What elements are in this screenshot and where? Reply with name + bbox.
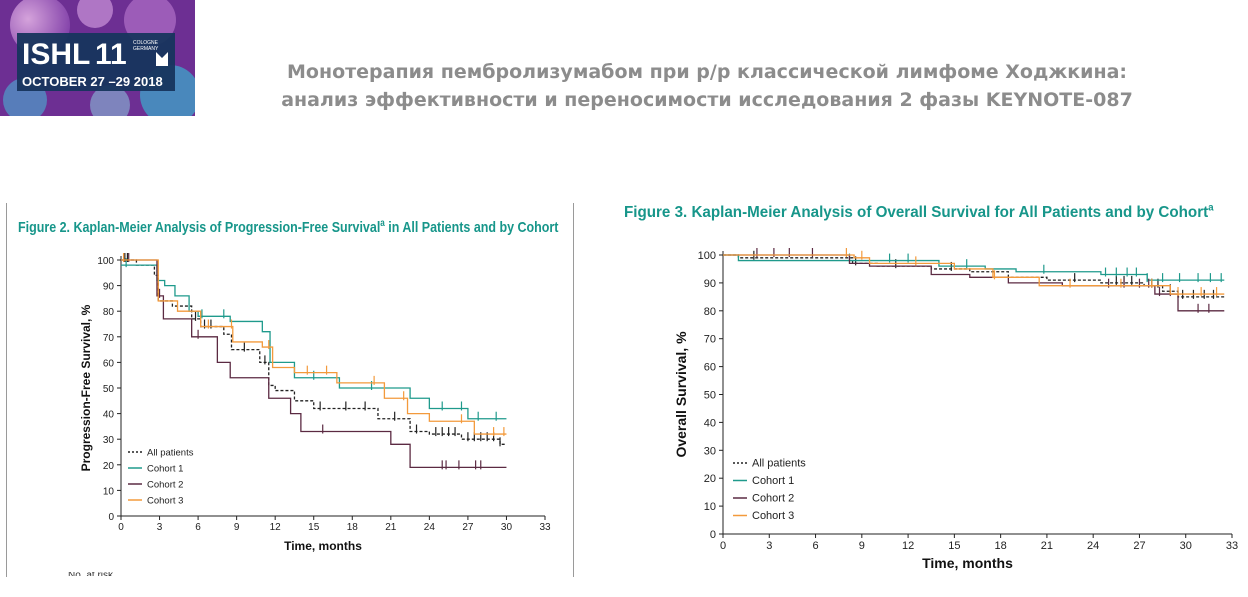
x-tick-label: 21	[385, 522, 397, 533]
x-tick-label: 27	[462, 522, 474, 533]
x-tick-label: 15	[948, 540, 960, 552]
legend-label: All patients	[752, 458, 806, 470]
x-tick-label: 27	[1133, 540, 1145, 552]
x-tick-label: 6	[195, 522, 201, 533]
logo-location-line2: GERMANY	[133, 46, 159, 52]
figure3-chart: 0 10 20 30 40 50 60 70 80 90 100 0 3 6 9 12 15 18 21 24 27 30…	[673, 248, 1238, 571]
x-tick-label: 9	[234, 522, 240, 533]
figure2-frame-left	[6, 203, 7, 577]
logo-ishl-text: ISHL	[22, 38, 90, 71]
x-tick-label: 12	[902, 540, 914, 552]
y-tick-label: 100	[698, 250, 716, 262]
series-line	[121, 259, 507, 445]
x-tick-label: 30	[501, 522, 513, 533]
legend-label: Cohort 1	[752, 475, 794, 487]
legend-label: Cohort 3	[147, 496, 183, 507]
x-tick-label: 15	[308, 522, 320, 533]
y-tick-label: 20	[704, 473, 716, 485]
x-tick-label: 0	[720, 540, 726, 552]
y-tick-label: 60	[103, 358, 115, 369]
x-tick-label: 33	[1226, 540, 1238, 552]
y-tick-label: 90	[103, 282, 115, 293]
x-tick-label: 18	[347, 522, 359, 533]
legend-label: All patients	[147, 448, 194, 459]
x-tick-label: 0	[118, 522, 124, 533]
cathedral-icon	[156, 52, 168, 66]
x-tick-label: 21	[1041, 540, 1053, 552]
logo-dates: OCTOBER 27 –29 2018	[22, 74, 163, 89]
logo-location-line1: COLOGNE	[133, 40, 159, 46]
y-tick-label: 100	[97, 256, 114, 267]
ishl-logo: ISHL 11 COLOGNE GERMANY OCTOBER 27 –29 2…	[0, 0, 195, 116]
x-tick-label: 3	[766, 540, 772, 552]
series-line	[723, 254, 1225, 298]
y-tick-label: 90	[704, 278, 716, 290]
y-tick-label: 80	[704, 306, 716, 318]
x-tick-label: 33	[539, 522, 551, 533]
x-axis-label: Time, months	[284, 539, 362, 553]
series-line	[121, 264, 507, 420]
y-axis-label: Progression-Free Survival, %	[79, 304, 93, 471]
x-tick-label: 24	[1087, 540, 1099, 552]
figure3-title: Figure 3. Kaplan-Meier Analysis of Overa…	[624, 202, 1214, 221]
x-axis-label: Time, months	[922, 555, 1013, 571]
x-tick-label: 12	[270, 522, 282, 533]
y-tick-label: 70	[704, 334, 716, 346]
y-tick-label: 40	[704, 417, 716, 429]
y-tick-label: 50	[103, 384, 115, 395]
figure2-frame-right	[573, 203, 574, 577]
series-line	[121, 259, 507, 469]
y-tick-label: 10	[103, 486, 115, 497]
legend-label: Cohort 2	[752, 493, 794, 505]
y-tick-label: 30	[704, 445, 716, 457]
x-tick-label: 18	[995, 540, 1007, 552]
x-tick-label: 9	[859, 540, 865, 552]
series-line	[723, 254, 1225, 281]
slide-title-line2: анализ эффективности и переносимости исс…	[281, 89, 1133, 111]
y-tick-label: 40	[103, 410, 115, 421]
legend-label: Cohort 2	[147, 480, 183, 491]
slide-title: Монотерапия пембролизумабом при р/р клас…	[222, 58, 1192, 114]
y-tick-label: 30	[103, 435, 115, 446]
x-tick-label: 6	[812, 540, 818, 552]
y-tick-label: 70	[103, 333, 115, 344]
logo-number-text: 11	[95, 38, 127, 71]
x-tick-label: 30	[1180, 540, 1192, 552]
series-line	[121, 259, 507, 435]
y-tick-label: 0	[710, 529, 716, 541]
legend-label: Cohort 1	[147, 464, 183, 475]
slide-title-line1: Монотерапия пембролизумабом при р/р клас…	[286, 61, 1127, 83]
y-tick-label: 80	[103, 307, 115, 318]
legend-label: Cohort 3	[752, 510, 794, 522]
y-tick-label: 20	[103, 461, 115, 472]
figure2-chart: 0 10 20 30 40 50 60 70 80 90 100 0 3 6 9 12 15 18 21 24 27 30…	[79, 253, 551, 553]
y-axis-label: Overall Survival, %	[673, 331, 689, 458]
x-tick-label: 24	[424, 522, 436, 533]
y-tick-label: 0	[108, 512, 114, 523]
figure2-title: Figure 2. Kaplan-Meier Analysis of Progr…	[18, 218, 559, 236]
y-tick-label: 60	[704, 362, 716, 374]
x-tick-label: 3	[157, 522, 163, 533]
at-risk-label-cut: No. at risk	[68, 572, 113, 576]
y-tick-label: 10	[704, 501, 716, 513]
y-tick-label: 50	[704, 390, 716, 402]
